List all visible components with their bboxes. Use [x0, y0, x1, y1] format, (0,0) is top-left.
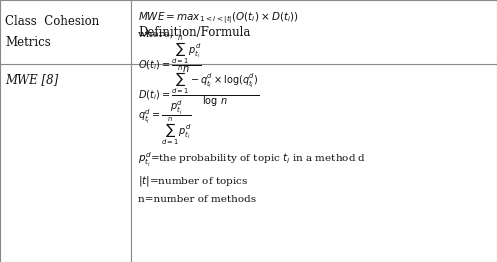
Text: Class  Cohesion: Class Cohesion: [5, 15, 99, 28]
Text: Definition/Formula: Definition/Formula: [138, 26, 250, 39]
Text: $p_{t_i}^d$=the probability of topic $t_i$ in a method d: $p_{t_i}^d$=the probability of topic $t_…: [138, 151, 366, 169]
Text: $O(t_i) = \dfrac{\sum_{d=1}^{n} p_{t_i}^d}{n}$: $O(t_i) = \dfrac{\sum_{d=1}^{n} p_{t_i}^…: [138, 35, 202, 75]
Text: where,: where,: [138, 30, 174, 39]
Text: $q_{t_i}^d = \dfrac{p_{t_i}^d}{\sum_{d=1}^{n} p_{t_i}^d}$: $q_{t_i}^d = \dfrac{p_{t_i}^d}{\sum_{d=1…: [138, 99, 192, 148]
Text: n=number of methods: n=number of methods: [138, 195, 256, 204]
Text: $MWE = max_{1<i<|t|}(O(t_i) \times D(t_i))$: $MWE = max_{1<i<|t|}(O(t_i) \times D(t_i…: [138, 10, 299, 26]
Text: $|t|$=number of topics: $|t|$=number of topics: [138, 174, 248, 188]
Text: $D(t_i) = \dfrac{\sum_{d=1}^{n} -q_{t_i}^d \times \log(q_{t_i}^d)}{\log\, n}$: $D(t_i) = \dfrac{\sum_{d=1}^{n} -q_{t_i}…: [138, 64, 259, 109]
Text: MWE [8]: MWE [8]: [5, 73, 58, 86]
Text: Metrics: Metrics: [5, 36, 51, 49]
